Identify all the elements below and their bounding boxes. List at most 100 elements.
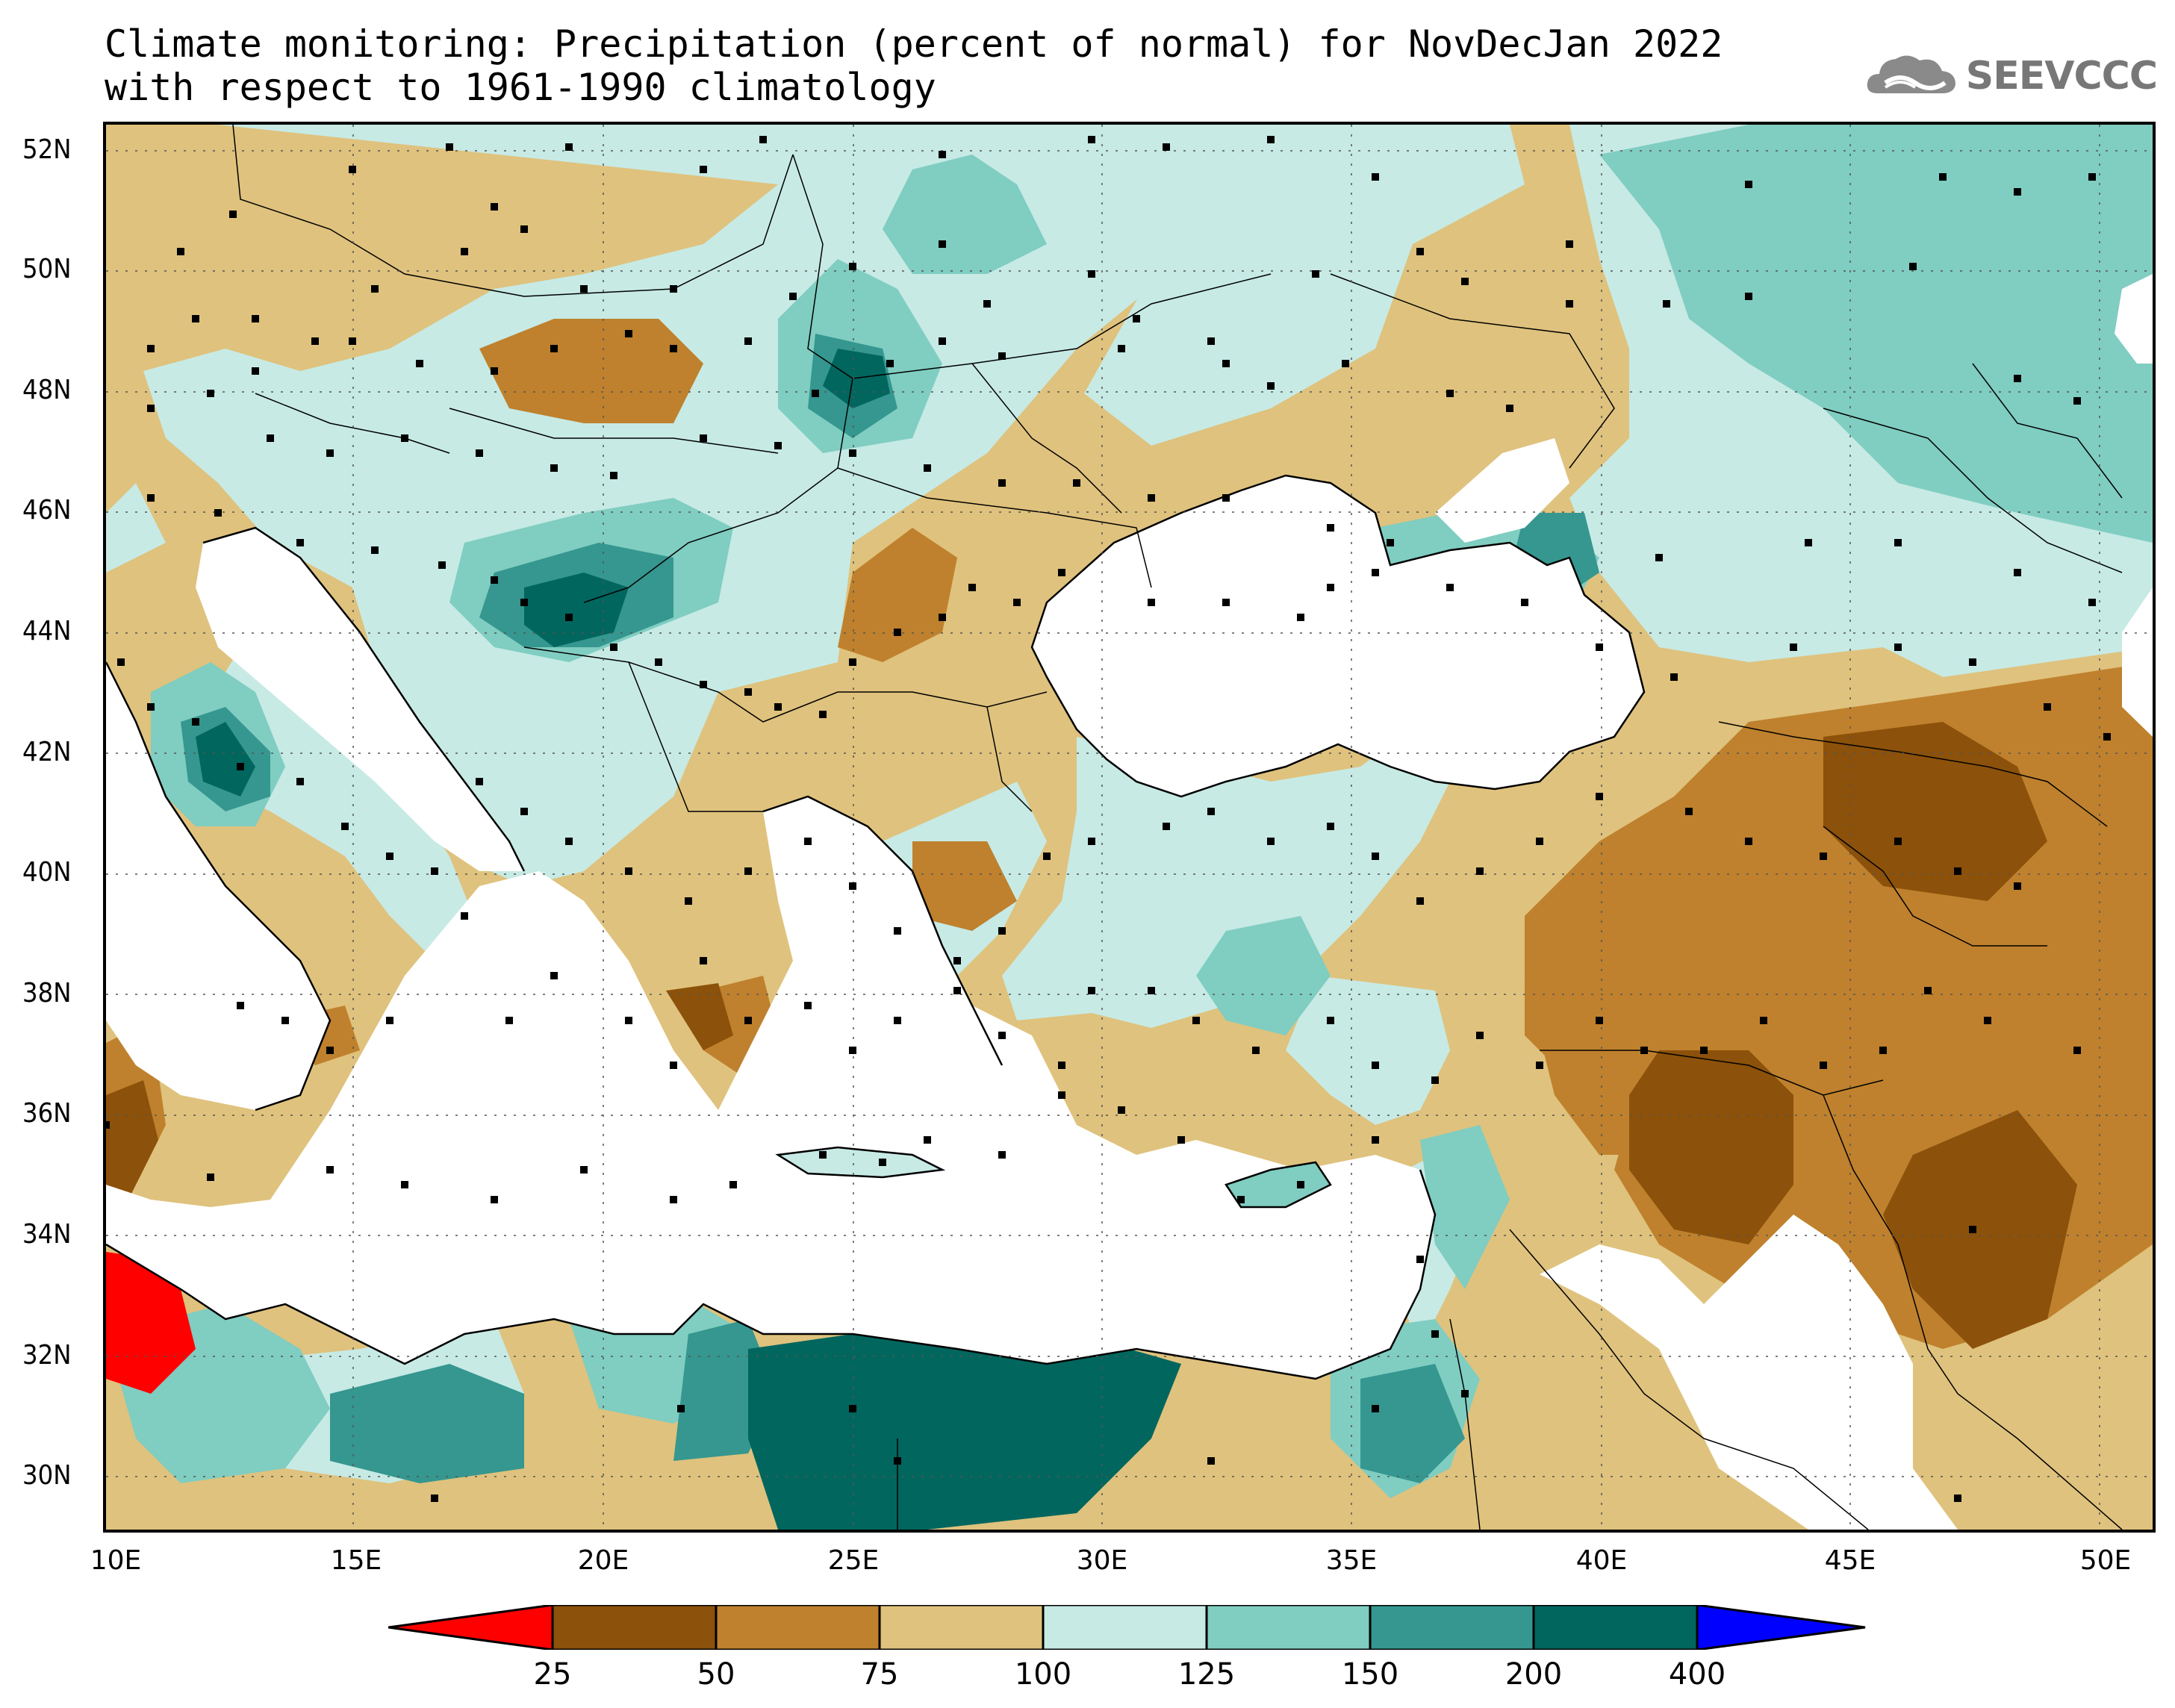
station-marker: [1894, 643, 1902, 651]
station-marker: [1148, 599, 1155, 606]
sea-of-azov: [1435, 438, 1569, 543]
station-marker: [491, 1196, 498, 1203]
station-marker: [1073, 479, 1080, 487]
station-marker: [894, 1017, 901, 1024]
station-marker: [677, 1405, 685, 1412]
lon-label: 10E: [90, 1545, 142, 1576]
station-marker: [2088, 173, 2096, 181]
station-marker: [214, 509, 222, 517]
station-marker: [1596, 643, 1603, 651]
station-marker: [341, 823, 349, 830]
station-marker: [386, 1017, 393, 1024]
legend-swatch-50-75: [715, 1605, 881, 1650]
legend-swatch-below-25: [388, 1605, 554, 1650]
station-marker: [744, 1017, 752, 1024]
station-marker: [1596, 1017, 1603, 1024]
station-marker: [1327, 584, 1334, 591]
legend-label: 100: [1014, 1657, 1072, 1692]
station-marker: [625, 867, 632, 875]
station-markers: [106, 136, 2111, 1502]
ionian-and-mediterranean-sea: [106, 871, 1435, 1379]
station-marker: [1207, 337, 1215, 345]
lon-label: 35E: [1325, 1545, 1378, 1576]
region-25-50: [1823, 722, 2047, 901]
station-marker: [580, 285, 588, 293]
station-marker: [1685, 808, 1693, 815]
legend-swatch-above-400: [1696, 1605, 1866, 1650]
station-marker: [1536, 1062, 1543, 1069]
station-marker: [849, 449, 856, 457]
station-marker: [1909, 263, 1917, 270]
station-marker: [849, 882, 856, 890]
station-marker: [998, 1151, 1006, 1159]
logo-text: SEEVCCC: [1965, 54, 2158, 99]
station-marker: [565, 838, 573, 845]
lat-label: 38N: [22, 978, 72, 1009]
adriatic-sea: [196, 528, 524, 871]
station-marker: [998, 927, 1006, 935]
station-marker: [625, 330, 632, 337]
station-marker: [1163, 823, 1170, 830]
station-marker: [1148, 987, 1155, 994]
station-marker: [565, 143, 573, 151]
station-marker: [744, 337, 752, 345]
lat-label: 52N: [22, 134, 72, 165]
station-marker: [1431, 1330, 1439, 1338]
aegean-sea: [763, 797, 1002, 1095]
no-data-northeast: [2115, 274, 2153, 364]
region-50-75: [838, 528, 957, 662]
black-sea: [1032, 476, 1644, 797]
station-marker: [610, 643, 617, 651]
region-200-400: [524, 573, 629, 647]
precipitation-map[interactable]: [103, 122, 2156, 1533]
station-marker: [1431, 1076, 1439, 1084]
station-marker: [804, 838, 812, 845]
region-125-150: [883, 155, 1047, 274]
station-marker: [939, 614, 946, 621]
region-50-75: [479, 319, 703, 423]
station-marker: [1327, 823, 1334, 830]
station-marker: [894, 629, 901, 636]
station-marker: [1372, 1062, 1379, 1069]
station-marker: [296, 778, 304, 785]
station-marker: [207, 390, 214, 397]
station-marker: [700, 957, 707, 964]
station-marker: [1760, 1017, 1767, 1024]
map-title: Climate monitoring: Precipitation (perce…: [105, 22, 1723, 109]
station-marker: [2014, 375, 2021, 382]
station-marker: [1372, 173, 1379, 181]
station-marker: [1207, 808, 1215, 815]
station-marker: [1820, 1062, 1827, 1069]
station-marker: [700, 681, 707, 688]
station-marker: [968, 584, 976, 591]
station-marker: [1252, 1047, 1260, 1054]
station-marker: [759, 136, 767, 143]
station-marker: [1088, 987, 1095, 994]
station-marker: [106, 1121, 110, 1129]
station-marker: [819, 711, 827, 718]
station-marker: [311, 337, 319, 345]
station-marker: [2044, 703, 2051, 711]
station-marker: [192, 315, 199, 322]
station-marker: [1879, 1047, 1887, 1054]
region-125-150: [1196, 916, 1331, 1035]
station-marker: [812, 390, 819, 397]
station-marker: [386, 853, 393, 860]
lon-label: 25E: [827, 1545, 880, 1576]
station-marker: [1372, 1136, 1379, 1144]
caspian-sea: [2122, 587, 2153, 737]
station-marker: [1446, 390, 1454, 397]
region-25-50: [1629, 1050, 1793, 1244]
legend-label: 50: [697, 1657, 735, 1692]
seevccc-logo: SEEVCCC: [1863, 46, 2158, 106]
station-marker: [491, 367, 498, 375]
station-marker: [924, 1136, 931, 1144]
region-100-125: [1286, 976, 1450, 1125]
station-marker: [804, 1002, 812, 1009]
legend-label: 400: [1668, 1657, 1726, 1692]
station-marker: [1372, 853, 1379, 860]
station-marker: [1327, 1017, 1334, 1024]
legend-label: 75: [860, 1657, 899, 1692]
station-marker: [520, 599, 528, 606]
station-marker: [192, 718, 199, 726]
